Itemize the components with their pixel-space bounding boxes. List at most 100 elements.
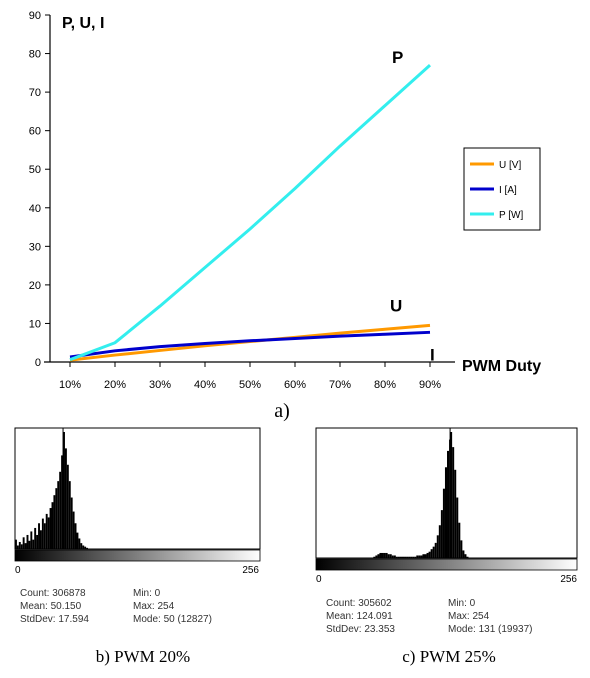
histogram-bar [420,555,423,558]
histogram-bar [16,545,19,549]
histogram-bar [418,555,421,558]
x-tick-label: 20% [104,379,126,391]
histogram-bar [80,543,83,549]
histogram-c-max-label: 256 [560,574,577,585]
histogram-bar [462,550,465,558]
histogram-bar [47,517,50,549]
stat-stddev-b: StdDev: 17.594 [20,614,89,625]
histogram-bar [63,432,65,549]
y-tick-label: 20 [29,280,41,292]
histogram-bar [43,523,46,549]
y-tick-label: 80 [29,49,41,61]
histogram-bar [20,544,23,549]
histogram-bar [41,518,44,549]
histogram-bar [466,556,469,558]
stat-mode-b: Mode: 50 (12827) [133,614,212,625]
histogram-bar [375,555,378,558]
histogram-bar [59,471,62,549]
histogram-b: 0 256 Count: 306878 Mean: 50.150 StdDev:… [14,427,261,666]
stat-mean-c: Mean: 124.091 [326,611,393,622]
histogram-b-bars [15,428,89,549]
histogram-bar [78,538,81,549]
x-tick-label: 40% [194,379,216,391]
histogram-c-bars [373,428,469,558]
histogram-bar [464,554,467,558]
histogram-bar [55,488,58,549]
stat-count-b: Count: 306878 [20,588,86,599]
caption-a: a) [274,400,290,422]
series-line-u [69,323,431,362]
histogram-bar [438,525,441,558]
histogram-bar [68,481,71,549]
histogram-bar [426,552,429,558]
histogram-bar [391,555,394,558]
histogram-bar [61,455,64,549]
x-axis-title: PWM Duty [462,358,541,375]
histogram-bar [444,467,448,558]
histogram-bar [428,551,431,558]
histogram-bar [414,556,417,558]
histogram-bar [64,448,67,549]
legend-entry: P [W] [499,210,523,221]
stat-min-b: Min: 0 [133,588,161,599]
caption-c: c) PWM 25% [402,647,495,666]
histogram-c-gradient [315,558,578,571]
histogram-bar [82,545,85,549]
histogram-bar [70,497,73,549]
histogram-bar [379,552,382,558]
histogram-bar [397,556,400,558]
histogram-bar [39,530,42,549]
y-tick-label: 70 [29,87,41,99]
histogram-bar [436,535,439,558]
histogram-bar [410,556,413,558]
histogram-bar [45,513,48,549]
histogram-bar [373,556,376,558]
histogram-bar [399,556,402,558]
series-line-p [69,64,432,362]
series-label-i: I [430,345,435,364]
histogram-bar [395,556,398,558]
histogram-b-gradient [14,549,261,562]
histogram-bar [454,469,457,558]
y-tick-label: 30 [29,241,41,253]
stat-min-c: Min: 0 [448,598,476,609]
stat-stddev-c: StdDev: 23.353 [326,624,395,635]
histogram-bar [460,540,463,558]
histogram-bar [458,522,461,558]
x-tick-label: 70% [329,379,351,391]
histogram-bar [15,539,17,549]
histogram-bar [406,556,409,558]
series-end-labels: U I P [390,48,435,364]
histogram-bar [430,549,433,558]
stat-max-c: Max: 254 [448,611,490,622]
histogram-bar [387,554,390,558]
x-tick-label: 60% [284,379,306,391]
y-tick-label: 40 [29,203,41,215]
histogram-bar [389,554,392,558]
y-tick-label: 50 [29,164,41,176]
histogram-bar [416,555,419,558]
histogram-bar [53,495,56,549]
histogram-bar [385,552,388,558]
histogram-bar [24,543,27,549]
histogram-bar [456,497,459,558]
line-chart: 0 10 20 30 40 50 60 70 80 90 10% 20% 30% 40% 50% 60% 70… [29,10,541,422]
series-label-u: U [390,296,402,315]
stat-count-c: Count: 305602 [326,598,392,609]
caption-b: b) PWM 20% [96,647,190,666]
histogram-bar [76,532,79,549]
histogram-bar [30,531,33,549]
histogram-bar [32,539,35,549]
histogram-bar [34,527,37,549]
histogram-bar [38,523,40,549]
histogram-bar [57,481,60,549]
histogram-b-min-label: 0 [15,565,21,576]
y-tick-label: 0 [35,357,41,369]
histogram-bar [26,534,29,549]
histogram-bar [408,556,411,558]
histogram-bar [432,546,435,558]
series-lines [69,64,432,362]
x-ticks: 10% 20% 30% 40% 50% 60% 70% 80% 90% [59,362,441,391]
histogram-bar [422,554,425,558]
